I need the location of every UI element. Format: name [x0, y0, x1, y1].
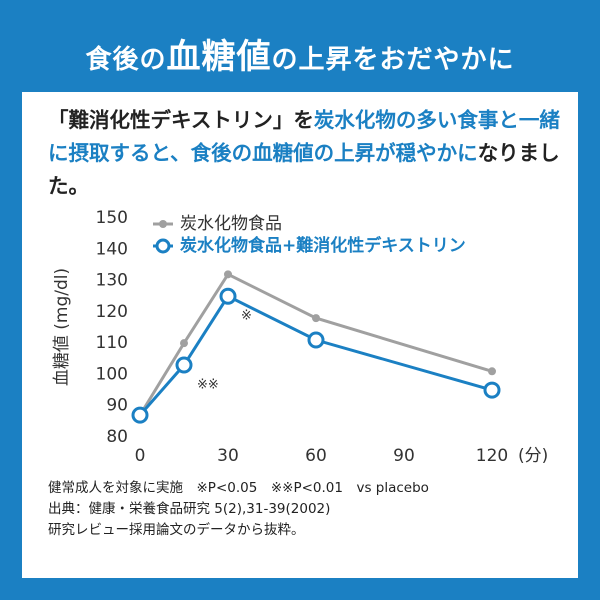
- point: [483, 381, 501, 399]
- title-part: 食後の: [85, 45, 167, 75]
- y-tick-label: 110: [96, 333, 128, 353]
- note: 研究レビュー採用論文のデータから抜粋。: [48, 522, 305, 538]
- y-tick-label: 80: [106, 427, 128, 447]
- x-tick-label: 0: [135, 446, 146, 466]
- x-axis-unit: (分): [518, 446, 548, 466]
- x-tick-label: 90: [393, 446, 415, 466]
- point: [131, 406, 149, 424]
- title-emphasis: 血糖値: [166, 37, 272, 77]
- y-tick-label: 120: [96, 302, 128, 322]
- point: [180, 339, 188, 348]
- legend-label: 炭水化物食品+難消化性デキストリン: [180, 235, 466, 256]
- point: [219, 287, 237, 305]
- lead-part: 「難消化性デキストリン」を: [48, 108, 314, 132]
- content-panel: [22, 92, 578, 578]
- y-axis-label: 血糖値 (mg/dl): [52, 268, 72, 386]
- x-tick-label: 30: [217, 446, 239, 466]
- lead-text: 「難消化性デキストリン」を炭水化物の多い食事と一緒に摂取すると、食後の血糖値の上…: [48, 104, 578, 203]
- y-tick-label: 150: [96, 208, 128, 228]
- point: [312, 314, 320, 323]
- point: [175, 356, 193, 374]
- lead-highlight: 炭水化物の多い食事と一緒に摂取すると、食後の血糖値の上昇が穏やかに: [48, 108, 560, 165]
- legend-marker: [155, 238, 171, 254]
- notes: 健常成人を対象に実施 ※P<0.05 ※※P<0.01 vs placebo 出典…: [48, 478, 429, 541]
- annotation: ※: [241, 309, 252, 324]
- y-tick-label: 100: [96, 364, 128, 384]
- y-tick-label: 140: [96, 239, 128, 259]
- note: 健常成人を対象に実施 ※P<0.05 ※※P<0.01 vs placebo: [48, 480, 429, 496]
- point: [224, 270, 232, 279]
- header: 食後の血糖値の上昇をおだやかに: [0, 22, 600, 92]
- title-part: の上昇をおだやかに: [271, 45, 515, 75]
- legend-label: 炭水化物食品: [180, 214, 282, 234]
- x-tick-label: 60: [305, 446, 327, 466]
- point: [307, 331, 325, 349]
- legend-marker: [159, 220, 167, 228]
- y-tick-label: 130: [96, 271, 128, 291]
- point: [488, 367, 496, 376]
- lead-part: なりました。: [48, 141, 560, 198]
- x-tick-label: 120: [476, 446, 508, 466]
- y-tick-label: 90: [106, 396, 128, 416]
- annotation: ※※: [197, 378, 219, 393]
- note: 出典：健康・栄養食品研究 5(2),31-39(2002): [48, 501, 331, 517]
